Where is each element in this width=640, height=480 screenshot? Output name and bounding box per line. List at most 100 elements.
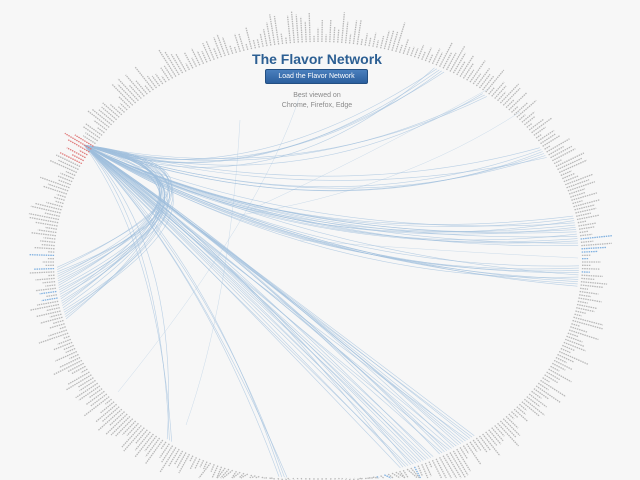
ingredient-label-mark <box>117 106 125 113</box>
flavor-edge <box>63 144 174 313</box>
ingredient-label-mark <box>287 477 291 480</box>
ingredient-label-mark <box>232 471 241 479</box>
ingredient-label-mark <box>198 462 212 479</box>
ingredient-label-mark <box>566 335 583 343</box>
flavor-edge <box>83 144 427 460</box>
ingredient-label-mark <box>364 33 368 46</box>
ingredient-label-mark <box>546 138 570 153</box>
ingredient-label-mark <box>160 67 170 81</box>
ingredient-label-mark <box>210 464 215 472</box>
ingredient-label-mark <box>220 468 230 479</box>
ingredient-label-mark <box>523 115 536 126</box>
ingredient-label-mark <box>564 173 594 186</box>
flavor-edge <box>57 144 173 279</box>
ingredient-label-mark <box>78 385 101 401</box>
ingredient-label-mark <box>122 420 137 436</box>
ingredient-label-mark <box>485 431 498 446</box>
ingredient-label-mark <box>205 40 215 60</box>
ingredient-label-mark <box>452 450 469 476</box>
ingredient-label-mark <box>254 475 260 479</box>
ingredient-label-mark <box>580 235 612 240</box>
ingredient-label-mark <box>567 332 579 338</box>
ingredient-label-mark <box>581 277 595 281</box>
ingredient-label-mark <box>178 453 190 474</box>
ingredient-label-mark <box>376 475 380 479</box>
ingredient-label-mark <box>65 347 76 354</box>
ingredient-label-mark <box>398 44 403 54</box>
ingredient-label-mark <box>75 382 99 399</box>
flavor-edge <box>83 144 424 461</box>
flavor-edge <box>83 68 438 160</box>
ingredient-label-mark <box>395 22 406 52</box>
ingredient-label-mark <box>568 188 586 195</box>
ingredient-label-mark <box>176 452 187 468</box>
ingredient-label-mark <box>337 28 340 43</box>
ingredient-label-mark <box>526 396 541 408</box>
flavor-edge <box>299 239 579 259</box>
ingredient-label-mark <box>64 132 92 150</box>
ingredient-label-mark <box>259 33 264 47</box>
flavor-edge <box>83 144 280 477</box>
ingredient-label-mark <box>159 447 177 473</box>
ingredient-label-mark <box>29 303 60 311</box>
ingredient-label-mark <box>562 172 576 180</box>
ingredient-label-mark <box>170 53 184 74</box>
flavor-edge <box>83 144 578 287</box>
ingredient-label-mark <box>34 246 55 250</box>
ingredient-label-mark <box>308 477 311 480</box>
ingredient-label-mark <box>570 191 586 198</box>
flavor-edge <box>83 144 579 280</box>
ingredient-label-mark <box>67 362 85 373</box>
ingredient-label-mark <box>578 222 596 227</box>
ingredient-label-mark <box>67 139 90 153</box>
ingredient-label-mark <box>531 117 553 134</box>
ingredient-label-mark <box>505 415 519 429</box>
ingredient-label-mark <box>466 69 475 81</box>
ingredient-label-mark <box>344 21 349 44</box>
ingredient-label-mark <box>134 431 151 451</box>
ingredient-label-mark <box>472 73 482 85</box>
ingredient-label-mark <box>360 477 364 480</box>
ingredient-label-mark <box>581 242 612 247</box>
ingredient-label-mark <box>581 274 603 278</box>
ingredient-label-mark <box>572 319 603 330</box>
flavor-edge <box>83 144 578 244</box>
ingredient-label-mark <box>544 374 558 384</box>
ingredient-label-mark <box>35 221 58 227</box>
ingredient-label-mark <box>155 73 164 85</box>
ingredient-label-mark <box>475 68 491 87</box>
ingredient-label-mark <box>286 15 292 44</box>
ingredient-label-mark <box>292 477 295 480</box>
ingredient-label-mark <box>449 45 466 72</box>
ingredient-label-mark <box>544 145 551 150</box>
flavor-edge <box>83 144 579 247</box>
load-network-button[interactable]: Load the Flavor Network <box>265 69 368 84</box>
ingredient-label-mark <box>216 466 223 479</box>
ingredient-label-mark <box>413 466 421 479</box>
flavor-edge <box>57 144 169 270</box>
flavor-edge <box>83 144 417 464</box>
ingredient-label-mark <box>531 390 542 399</box>
ingredient-label-mark <box>42 281 56 284</box>
ingredient-label-mark <box>540 379 567 398</box>
ingredient-label-mark <box>60 172 74 180</box>
ingredient-label-mark <box>194 458 201 469</box>
ingredient-label-mark <box>365 477 371 480</box>
ingredient-label-mark <box>43 237 56 240</box>
ingredient-label-mark <box>571 192 598 201</box>
ingredient-label-mark <box>550 365 560 372</box>
ingredient-label-mark <box>376 40 380 48</box>
ingredient-label-mark <box>333 477 336 480</box>
ingredient-label-mark <box>90 393 108 407</box>
ingredient-label-mark <box>53 359 83 376</box>
ingredient-label-mark <box>558 159 588 174</box>
ingredient-label-mark <box>428 461 433 468</box>
ingredient-label-mark <box>117 78 139 102</box>
ingredient-label-mark <box>452 52 466 74</box>
ingredient-label-mark <box>84 396 110 417</box>
flavor-edge <box>83 70 442 160</box>
ingredient-label-mark <box>213 37 223 58</box>
ingredient-label-mark <box>161 445 174 463</box>
ingredient-label-mark <box>580 284 604 289</box>
ingredient-label-mark <box>28 212 60 221</box>
